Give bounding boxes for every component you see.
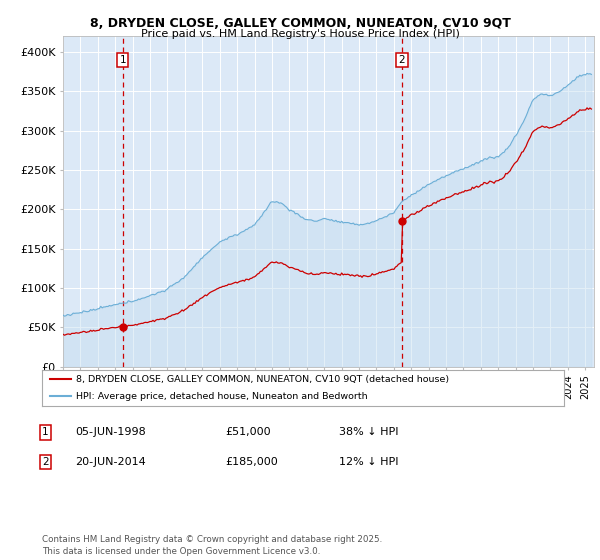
Text: 05-JUN-1998: 05-JUN-1998 <box>75 427 146 437</box>
Text: 12% ↓ HPI: 12% ↓ HPI <box>339 457 398 467</box>
Text: 20-JUN-2014: 20-JUN-2014 <box>75 457 146 467</box>
Text: 1: 1 <box>119 55 126 65</box>
Text: £185,000: £185,000 <box>225 457 278 467</box>
Text: £51,000: £51,000 <box>225 427 271 437</box>
Text: 2: 2 <box>42 457 49 467</box>
Text: 38% ↓ HPI: 38% ↓ HPI <box>339 427 398 437</box>
Text: HPI: Average price, detached house, Nuneaton and Bedworth: HPI: Average price, detached house, Nune… <box>76 391 368 400</box>
Text: Contains HM Land Registry data © Crown copyright and database right 2025.
This d: Contains HM Land Registry data © Crown c… <box>42 535 382 556</box>
Text: 8, DRYDEN CLOSE, GALLEY COMMON, NUNEATON, CV10 9QT (detached house): 8, DRYDEN CLOSE, GALLEY COMMON, NUNEATON… <box>76 375 449 384</box>
Text: 8, DRYDEN CLOSE, GALLEY COMMON, NUNEATON, CV10 9QT: 8, DRYDEN CLOSE, GALLEY COMMON, NUNEATON… <box>89 17 511 30</box>
Text: 1: 1 <box>42 427 49 437</box>
Text: Price paid vs. HM Land Registry's House Price Index (HPI): Price paid vs. HM Land Registry's House … <box>140 29 460 39</box>
Text: 2: 2 <box>398 55 405 65</box>
